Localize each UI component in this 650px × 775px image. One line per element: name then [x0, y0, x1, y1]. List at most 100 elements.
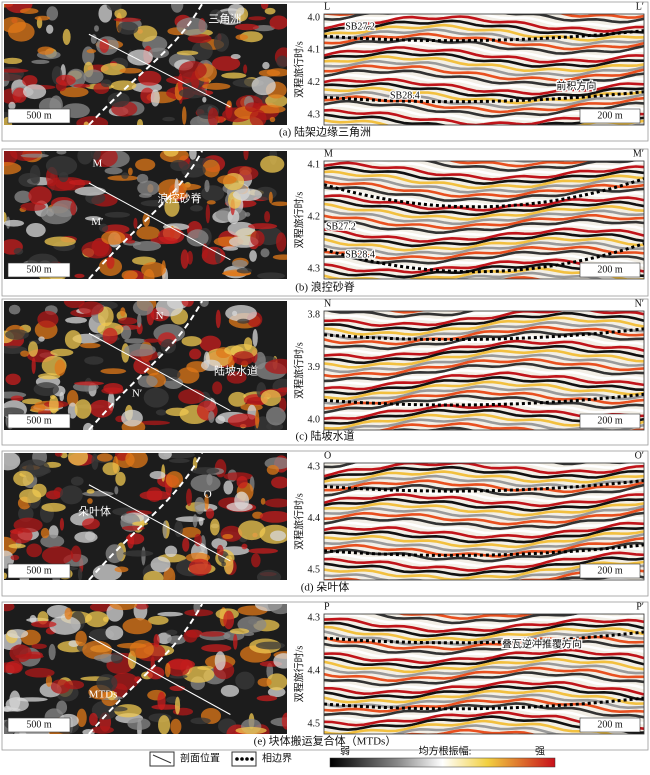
amplitude-patch — [248, 16, 266, 21]
seismic-reflector — [331, 463, 343, 464]
seismic-reflector — [324, 614, 644, 629]
amplitude-patch — [211, 56, 241, 72]
scale-box — [579, 413, 641, 429]
amplitude-patch — [37, 310, 59, 328]
amplitude-patch — [136, 226, 160, 240]
seismic-reflector — [324, 222, 644, 239]
legend-amplitude: 均方根振幅: — [419, 744, 472, 757]
seismic-reflector — [324, 483, 644, 498]
amplitude-patch — [64, 330, 82, 349]
amplitude-patch — [202, 159, 220, 178]
amplitude-patch — [129, 640, 154, 659]
amplitude-patch — [24, 667, 55, 678]
amplitude-patch — [206, 200, 216, 205]
seismic-reflector — [401, 728, 536, 734]
amplitude-patch — [143, 338, 160, 343]
amplitude-patch — [168, 458, 190, 463]
seismic-reflector — [602, 578, 632, 580]
amplitude-patch — [18, 172, 41, 188]
amplitude-patch — [204, 494, 209, 511]
amplitude-patch — [248, 223, 278, 230]
amplitude-patch — [13, 470, 34, 487]
amplitude-patch — [31, 620, 57, 628]
amplitude-patch — [223, 610, 235, 630]
section-left-label: P — [324, 601, 330, 612]
amplitude-patch — [141, 262, 166, 278]
map-label: N′ — [132, 387, 142, 399]
amplitude-patch — [135, 604, 149, 610]
facies-boundary — [88, 301, 203, 430]
amplitude-patch — [196, 400, 218, 421]
amplitude-patch — [182, 666, 215, 683]
profile-icon-line — [152, 754, 172, 764]
amplitude-patch — [31, 59, 50, 65]
amplitude-patch — [5, 373, 21, 386]
amplitude-patch — [272, 254, 287, 260]
y-tick-label: 4.2 — [308, 77, 321, 88]
seismic-reflector — [324, 497, 644, 512]
amplitude-patch — [257, 272, 285, 279]
amplitude-patch — [207, 107, 219, 125]
amplitude-patch — [153, 633, 160, 648]
amplitude-patch — [54, 453, 63, 457]
y-axis-label: 双程旅行时/s — [292, 342, 305, 399]
y-axis-label: 双程旅行时/s — [292, 646, 305, 703]
amplitude-patch — [276, 55, 287, 68]
amplitude-patch — [86, 49, 97, 54]
amplitude-patch — [20, 350, 30, 357]
amplitude-patch — [32, 483, 47, 498]
amplitude-patch — [109, 604, 138, 611]
seismic-reflector — [324, 493, 644, 508]
amplitude-patch — [175, 516, 205, 522]
seismic-reflector — [324, 521, 644, 539]
seismic-reflector — [324, 589, 644, 607]
scale-box — [579, 717, 641, 733]
seismic-reflector — [324, 202, 644, 221]
amplitude-patch — [124, 343, 156, 357]
amplitude-patch — [243, 151, 249, 161]
amplitude-patch — [237, 318, 250, 324]
seismic-reflector — [324, 375, 644, 396]
seismic-reflector — [324, 584, 644, 602]
seismic-reflector — [324, 693, 644, 710]
y-tick-label: 3.8 — [308, 309, 321, 320]
amplitude-patch — [106, 4, 122, 11]
attribute-map — [4, 453, 287, 580]
amplitude-patch — [186, 229, 209, 247]
amplitude-patch — [14, 190, 32, 204]
amplitude-patch — [29, 615, 37, 624]
seismic-reflector — [324, 46, 644, 64]
seismic-reflector — [324, 526, 644, 544]
amplitude-patch — [221, 561, 226, 567]
amplitude-patch — [4, 707, 21, 712]
seismic-reflector — [324, 465, 644, 481]
seismic-reflector — [324, 23, 644, 42]
amplitude-patch — [59, 485, 83, 505]
amplitude-patch — [8, 304, 21, 315]
amplitude-patch — [34, 15, 50, 21]
seismic-reflector — [324, 399, 644, 417]
y-tick-label: 4.5 — [308, 564, 321, 575]
amplitude-patch — [70, 201, 77, 216]
amplitude-patch — [231, 259, 248, 268]
seismic-reflector — [324, 227, 644, 243]
legend-strong: 强 — [535, 745, 545, 757]
horizon-boundary — [324, 696, 644, 711]
amplitude-patch — [181, 106, 187, 125]
amplitude-patch — [229, 628, 250, 635]
amplitude-patch — [164, 545, 178, 558]
amplitude-patch — [28, 186, 52, 206]
amplitude-patch — [110, 652, 123, 664]
seismic-reflector — [324, 689, 644, 706]
amplitude-patch — [222, 246, 239, 251]
amplitude-patch — [205, 508, 215, 519]
amplitude-patch — [56, 151, 67, 155]
seismic-reflector — [324, 218, 644, 235]
seismic-reflector — [324, 194, 644, 212]
amplitude-patch — [83, 69, 104, 84]
amplitude-patch — [105, 625, 124, 641]
seismic-reflector — [324, 90, 644, 109]
profile-line — [88, 636, 231, 715]
seismic-reflector — [324, 446, 644, 458]
